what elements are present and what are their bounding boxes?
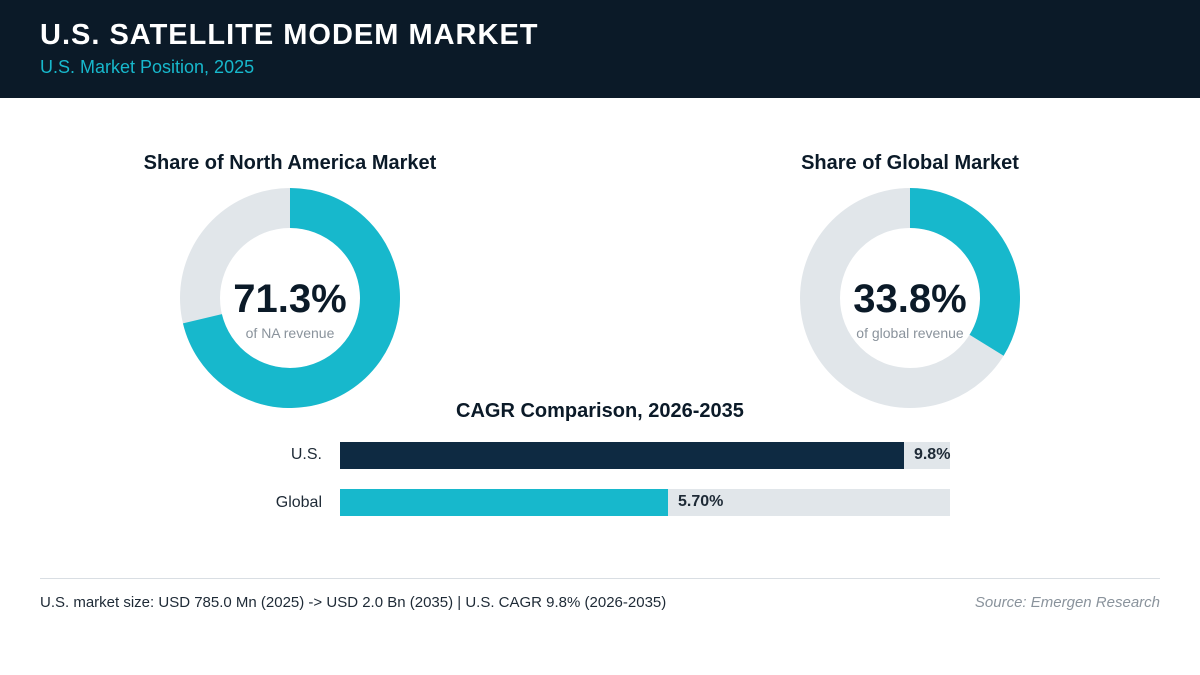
bar-value-global: 5.70% [678,493,724,510]
na-donut-chart [180,188,400,408]
global-donut-chart [800,188,1020,408]
footer-note: U.S. market size: USD 785.0 Mn (2025) ->… [40,594,667,611]
bar-us [340,442,904,469]
global-donut-slice [909,188,1020,356]
header-banner: U.S. SATELLITE MODEM MARKET U.S. Market … [0,0,1200,98]
bar-value-us: 9.8% [913,446,951,463]
page-title: U.S. SATELLITE MODEM MARKET [40,19,539,51]
global-donut-title: Share of Global Market [801,152,1019,174]
page-subtitle: U.S. Market Position, 2025 [40,57,255,77]
bar-label-us: U.S. [290,446,322,463]
bar-global [340,489,669,516]
global-donut-value: 33.8% [853,277,967,321]
na-donut-slice [182,188,400,408]
global-donut-caption: of global revenue [856,325,964,341]
footer-source: Source: Emergen Research [974,594,1160,611]
bar-label-global: Global [275,494,322,511]
footer-divider [40,578,1160,579]
cagr-chart-title: CAGR Comparison, 2026-2035 [456,400,744,422]
bar-track-us: 9.8% [340,442,950,469]
na-donut-value: 71.3% [233,277,347,321]
na-donut-caption: of NA revenue [245,325,335,341]
na-donut-title: Share of North America Market [143,152,437,174]
bar-track-global: 5.70% [340,489,950,516]
